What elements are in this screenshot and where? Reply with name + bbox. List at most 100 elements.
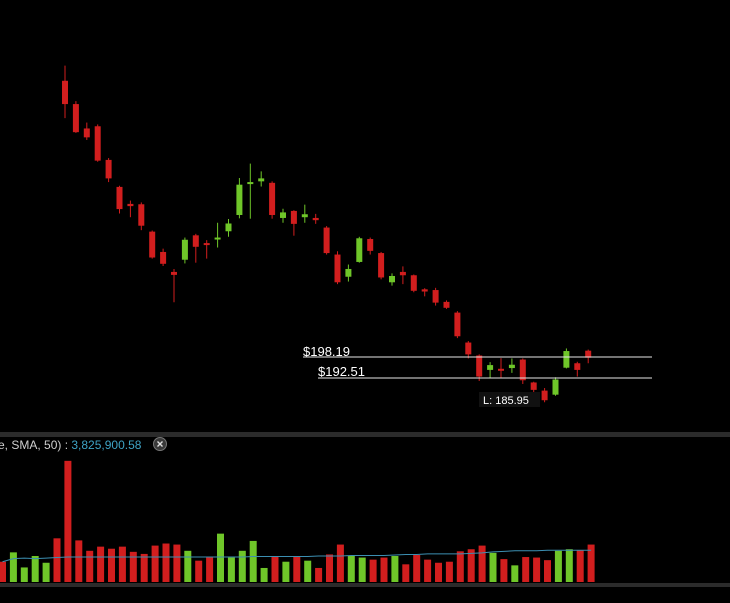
volume-bar[interactable] <box>140 553 148 582</box>
volume-bar[interactable] <box>565 549 573 582</box>
candle[interactable] <box>269 181 276 219</box>
volume-bar[interactable] <box>554 550 562 582</box>
candle[interactable] <box>552 377 559 396</box>
pane-separator[interactable] <box>0 432 730 437</box>
volume-bar[interactable] <box>336 544 344 582</box>
volume-bar[interactable] <box>118 546 126 582</box>
volume-bar[interactable] <box>358 557 366 582</box>
volume-bar[interactable] <box>478 545 486 582</box>
candle[interactable] <box>62 65 68 119</box>
volume-bar[interactable] <box>86 550 94 582</box>
candle[interactable] <box>105 158 112 183</box>
candle[interactable] <box>421 288 428 297</box>
volume-bar[interactable] <box>75 540 83 582</box>
volume-bar[interactable] <box>424 559 432 582</box>
candle[interactable] <box>280 208 286 223</box>
volume-bar[interactable] <box>522 557 530 582</box>
volume-bar[interactable] <box>489 552 497 582</box>
candle[interactable] <box>301 204 308 223</box>
volume-bar[interactable] <box>369 559 377 582</box>
candle[interactable] <box>487 362 494 379</box>
candle[interactable] <box>389 273 395 286</box>
volume-bar[interactable] <box>576 550 584 582</box>
candle[interactable] <box>410 274 417 293</box>
volume-bar[interactable] <box>533 557 541 582</box>
volume-bar[interactable] <box>544 560 551 582</box>
price-level-lower[interactable]: $192.51 <box>318 364 652 379</box>
volume-bar[interactable] <box>445 561 453 582</box>
volume-bar[interactable] <box>217 533 224 582</box>
volume-bar[interactable] <box>282 561 290 582</box>
volume-bar[interactable] <box>195 560 203 582</box>
volume-bar[interactable] <box>20 567 28 582</box>
candle[interactable] <box>465 341 472 359</box>
candle[interactable] <box>345 264 352 282</box>
candle[interactable] <box>236 178 243 219</box>
volume-bar[interactable] <box>413 554 421 582</box>
candle[interactable] <box>83 122 90 140</box>
candle[interactable] <box>225 219 232 237</box>
candle[interactable] <box>585 349 592 364</box>
candle[interactable] <box>138 202 145 231</box>
price-level-upper[interactable]: $198.19 <box>303 344 652 359</box>
candle[interactable] <box>290 210 297 236</box>
volume-bar[interactable] <box>347 556 355 582</box>
candle[interactable] <box>498 358 504 379</box>
volume-bar[interactable] <box>0 561 6 582</box>
volume-bar[interactable] <box>380 557 388 582</box>
volume-bar[interactable] <box>151 545 159 582</box>
volume-bar[interactable] <box>184 550 192 582</box>
candle[interactable] <box>181 237 188 264</box>
candle[interactable] <box>214 222 221 248</box>
candle[interactable] <box>443 300 450 309</box>
volume-bar[interactable] <box>206 556 214 582</box>
candle[interactable] <box>203 240 210 259</box>
candle[interactable] <box>541 388 548 403</box>
volume-bar[interactable] <box>42 562 50 582</box>
volume-bar[interactable] <box>260 567 268 582</box>
volume-bar[interactable] <box>271 556 279 582</box>
candle[interactable] <box>432 287 439 306</box>
candle[interactable] <box>160 248 167 267</box>
candle[interactable] <box>399 266 406 285</box>
volume-bar[interactable] <box>9 552 17 582</box>
volume-bar[interactable] <box>64 460 72 582</box>
volume-bar[interactable] <box>108 548 115 582</box>
candle[interactable] <box>454 311 461 339</box>
candle[interactable] <box>476 354 483 381</box>
volume-bar[interactable] <box>467 549 475 582</box>
volume-bar[interactable] <box>97 546 105 582</box>
candle[interactable] <box>171 268 177 303</box>
candle[interactable] <box>312 213 319 224</box>
volume-bar[interactable] <box>53 538 61 582</box>
volume-bar[interactable] <box>435 562 442 582</box>
candle[interactable] <box>334 251 341 285</box>
candle[interactable] <box>519 358 526 384</box>
close-icon[interactable] <box>153 437 167 451</box>
volume-bar[interactable] <box>293 556 301 582</box>
candle[interactable] <box>563 348 570 369</box>
volume-bar[interactable] <box>31 556 39 582</box>
volume-bar[interactable] <box>511 565 519 582</box>
candle[interactable] <box>323 226 330 255</box>
candle[interactable] <box>378 251 385 280</box>
volume-bar[interactable] <box>304 560 312 582</box>
candle[interactable] <box>94 124 101 162</box>
candle[interactable] <box>367 237 374 255</box>
volume-bar[interactable] <box>500 559 508 582</box>
candle[interactable] <box>72 101 79 133</box>
candle[interactable] <box>508 358 515 373</box>
volume-bar[interactable] <box>391 556 399 582</box>
candle[interactable] <box>192 233 199 263</box>
volume-bar[interactable] <box>456 551 464 582</box>
candle[interactable] <box>574 361 581 377</box>
candle[interactable] <box>247 163 254 219</box>
candle[interactable] <box>127 200 134 218</box>
volume-bar[interactable] <box>162 543 170 582</box>
candle[interactable] <box>116 185 123 214</box>
candle[interactable] <box>149 230 156 259</box>
volume-bar[interactable] <box>173 544 181 582</box>
volume-bar[interactable] <box>238 550 246 582</box>
volume-bar[interactable] <box>326 554 333 582</box>
volume-bar[interactable] <box>587 544 595 582</box>
